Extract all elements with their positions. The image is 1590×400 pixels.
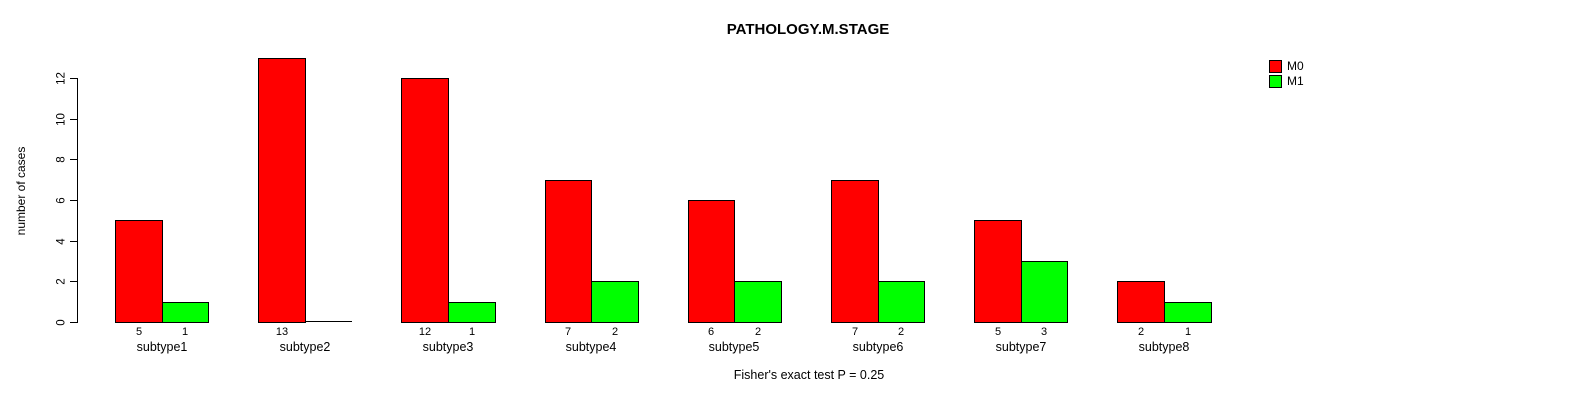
chart-title: PATHOLOGY.M.STAGE: [726, 21, 890, 38]
bar-m0-subtype5: [688, 200, 735, 323]
y-tick-label: 0: [55, 319, 68, 326]
bar-m1-subtype2-zero: [305, 321, 352, 322]
bar-m1-subtype8: [1164, 302, 1212, 323]
footnote-fisher-test: Fisher's exact test P = 0.25: [733, 368, 885, 382]
bar-value-label: 2: [897, 326, 905, 338]
y-tick-label: 2: [55, 278, 68, 285]
y-axis-label: number of cases: [14, 146, 28, 236]
y-tick-label: 8: [55, 156, 68, 163]
bar-value-label: 5: [994, 326, 1002, 338]
bar-m0-subtype6: [831, 180, 879, 323]
bar-m1-subtype3: [448, 302, 496, 323]
y-axis-line: [77, 78, 78, 323]
x-category-label: subtype7: [995, 340, 1047, 354]
bar-value-label: 7: [564, 326, 572, 338]
legend-swatch-m1: [1269, 75, 1282, 88]
x-category-label: subtype2: [279, 340, 331, 354]
y-tick-label: 6: [55, 197, 68, 204]
bar-value-label: 3: [1040, 326, 1048, 338]
bar-value-label: 13: [275, 326, 289, 338]
x-category-label: subtype5: [708, 340, 760, 354]
bar-value-label: 5: [135, 326, 143, 338]
bar-m0-subtype4: [545, 180, 592, 323]
bar-m0-subtype1: [115, 220, 163, 323]
bar-value-label: 6: [707, 326, 715, 338]
legend-label: M1: [1287, 74, 1304, 88]
y-tick-label: 4: [55, 238, 68, 245]
y-tick-label: 12: [55, 72, 68, 85]
legend-item-m1: M1: [1269, 74, 1304, 89]
bar-m0-subtype7: [974, 220, 1022, 323]
x-category-label: subtype1: [136, 340, 188, 354]
bar-m0-subtype3: [401, 78, 449, 323]
y-tick: [70, 281, 77, 282]
bar-m1-subtype7: [1021, 261, 1068, 323]
bar-m1-subtype1: [162, 302, 209, 323]
y-tick: [70, 78, 77, 79]
x-category-label: subtype8: [1138, 340, 1190, 354]
legend: M0 M1: [1269, 59, 1304, 89]
legend-item-m0: M0: [1269, 59, 1304, 74]
bar-value-label: 2: [754, 326, 762, 338]
bar-value-label: 2: [1137, 326, 1145, 338]
legend-label: M0: [1287, 59, 1304, 73]
bar-value-label: 2: [611, 326, 619, 338]
bar-value-label: 7: [851, 326, 859, 338]
y-tick-label: 10: [55, 113, 68, 126]
bar-m0-subtype2: [258, 58, 306, 323]
x-category-label: subtype4: [565, 340, 617, 354]
bar-m0-subtype8: [1117, 281, 1165, 323]
x-category-label: subtype6: [852, 340, 904, 354]
bar-value-label: 1: [1184, 326, 1192, 338]
bar-value-label: 1: [181, 326, 189, 338]
bar-value-label: 12: [418, 326, 432, 338]
y-tick: [70, 241, 77, 242]
bar-m1-subtype5: [734, 281, 782, 323]
bar-m1-subtype4: [591, 281, 639, 323]
bar-value-label: 1: [468, 326, 476, 338]
x-category-label: subtype3: [422, 340, 474, 354]
y-tick: [70, 322, 77, 323]
y-tick: [70, 119, 77, 120]
y-tick: [70, 159, 77, 160]
legend-swatch-m0: [1269, 60, 1282, 73]
bar-m1-subtype6: [878, 281, 925, 323]
y-tick: [70, 200, 77, 201]
